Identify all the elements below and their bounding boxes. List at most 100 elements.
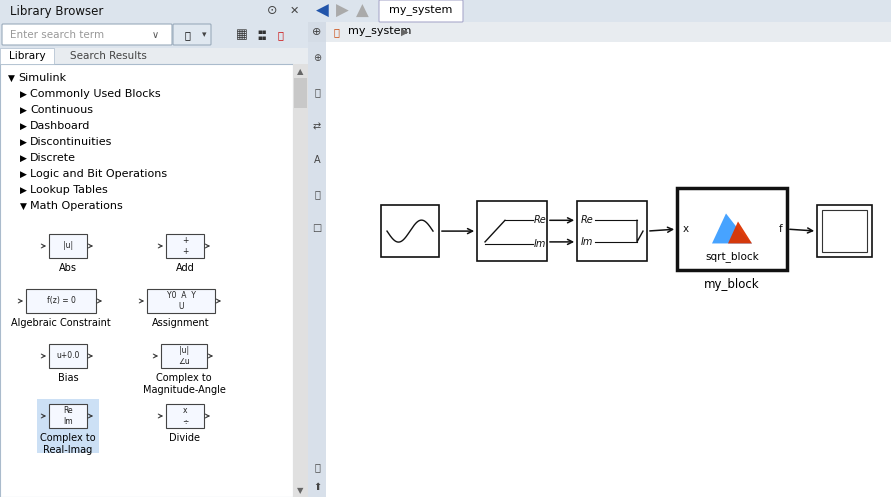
Bar	[308, 42, 326, 497]
Text: A: A	[314, 155, 320, 165]
Bar	[822, 210, 867, 252]
Text: ▶: ▶	[20, 121, 27, 131]
Bar	[0, 0, 308, 22]
Text: ⬆: ⬆	[313, 482, 321, 492]
Bar	[166, 234, 204, 258]
Text: ▼: ▼	[8, 74, 15, 83]
Text: 🟥: 🟥	[277, 30, 283, 40]
Bar	[0, 64, 293, 497]
Text: Im: Im	[534, 239, 546, 249]
Text: ▶: ▶	[20, 89, 27, 98]
Text: |u|
∠u: |u| ∠u	[178, 346, 190, 366]
Bar	[293, 64, 308, 497]
Text: x
÷: x ÷	[182, 407, 188, 426]
Bar	[0, 48, 308, 64]
Text: Abs: Abs	[59, 263, 77, 273]
Text: Enter search term: Enter search term	[10, 30, 104, 40]
Text: ▶: ▶	[401, 27, 408, 37]
Text: f(z) = 0: f(z) = 0	[46, 297, 76, 306]
Polygon shape	[712, 213, 752, 244]
Bar	[0, 48, 54, 64]
Bar	[26, 289, 96, 313]
Text: ◀: ◀	[315, 2, 329, 20]
Text: ▶: ▶	[20, 169, 27, 178]
Bar	[677, 188, 787, 270]
Text: ⊙: ⊙	[266, 4, 277, 17]
Bar	[308, 0, 891, 22]
Text: Complex to
Magnitude-Angle: Complex to Magnitude-Angle	[143, 373, 225, 395]
Text: Divide: Divide	[169, 433, 200, 443]
Text: □: □	[313, 223, 322, 233]
Text: 🖼: 🖼	[314, 189, 320, 199]
Bar	[308, 22, 891, 42]
Text: 📷: 📷	[314, 462, 320, 472]
Text: Y0  A  Y
U: Y0 A Y U	[167, 291, 195, 311]
Text: +
+: + +	[182, 236, 188, 255]
Bar	[817, 205, 872, 257]
Bar	[294, 78, 307, 108]
Bar	[49, 344, 87, 368]
Text: Logic and Bit Operations: Logic and Bit Operations	[30, 169, 168, 179]
Text: ▼: ▼	[20, 201, 27, 211]
Text: u+0.0: u+0.0	[56, 351, 79, 360]
Text: ▼: ▼	[298, 487, 304, 496]
Text: ⊕: ⊕	[313, 53, 321, 63]
FancyBboxPatch shape	[173, 24, 211, 45]
Text: ▶: ▶	[20, 138, 27, 147]
Text: Im: Im	[581, 237, 593, 247]
Bar	[381, 205, 439, 257]
Text: ▦: ▦	[236, 28, 248, 42]
Text: Commonly Used Blocks: Commonly Used Blocks	[30, 89, 160, 99]
Text: ∨: ∨	[152, 30, 159, 40]
Text: ▲: ▲	[298, 68, 304, 77]
Text: Lookup Tables: Lookup Tables	[30, 185, 108, 195]
Text: |u|: |u|	[63, 242, 73, 250]
Bar	[166, 404, 204, 428]
Text: my_block: my_block	[704, 278, 760, 291]
Text: Discrete: Discrete	[30, 153, 76, 163]
Text: Re: Re	[534, 215, 547, 225]
Bar	[326, 42, 891, 497]
Text: ⊕: ⊕	[313, 27, 322, 37]
Text: Library Browser: Library Browser	[10, 4, 103, 17]
Text: ▶: ▶	[20, 154, 27, 163]
Text: Continuous: Continuous	[30, 105, 93, 115]
Text: Simulink: Simulink	[18, 73, 66, 83]
Text: Algebraic Constraint: Algebraic Constraint	[11, 318, 110, 328]
Text: 🔍: 🔍	[184, 30, 190, 40]
Text: Assignment: Assignment	[152, 318, 209, 328]
Text: Re
Im: Re Im	[63, 407, 73, 426]
Bar	[0, 0, 308, 497]
Text: ⤢: ⤢	[314, 87, 320, 97]
Text: x: x	[683, 224, 689, 234]
Bar	[477, 201, 547, 261]
Text: ▶: ▶	[20, 185, 27, 194]
Text: ⇄: ⇄	[313, 121, 321, 131]
Text: sqrt_block: sqrt_block	[705, 250, 759, 261]
Bar	[161, 344, 207, 368]
Text: ▶: ▶	[20, 105, 27, 114]
Bar	[49, 404, 87, 428]
Text: Bias: Bias	[58, 373, 78, 383]
Text: my_system: my_system	[348, 27, 412, 37]
Bar	[147, 289, 215, 313]
FancyBboxPatch shape	[379, 0, 463, 22]
Text: ▶: ▶	[336, 2, 348, 20]
Text: ✕: ✕	[290, 6, 298, 16]
Bar	[49, 234, 87, 258]
Bar	[37, 399, 99, 453]
Bar	[308, 22, 326, 42]
Text: my_system: my_system	[389, 6, 453, 16]
Polygon shape	[728, 222, 752, 244]
Text: ▾: ▾	[201, 30, 206, 39]
Text: Discontinuities: Discontinuities	[30, 137, 112, 147]
Bar	[0, 22, 308, 48]
Text: 🗂: 🗂	[334, 27, 339, 37]
Text: Dashboard: Dashboard	[30, 121, 90, 131]
Text: ▪▪
▪▪: ▪▪ ▪▪	[257, 28, 266, 42]
Text: Re: Re	[581, 215, 593, 225]
Text: Library: Library	[9, 51, 45, 61]
Text: Math Operations: Math Operations	[30, 201, 123, 211]
Bar	[577, 201, 647, 261]
FancyBboxPatch shape	[2, 24, 172, 45]
